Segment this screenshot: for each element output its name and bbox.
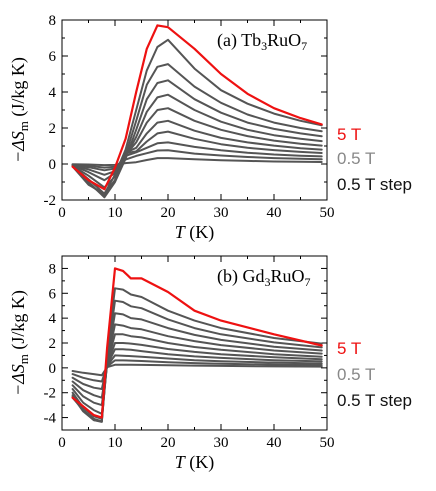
y-tick-label: 0 xyxy=(49,157,57,173)
series-line-11 xyxy=(71,24,323,191)
x-axis-label: T (K) xyxy=(175,452,215,473)
x-tick-label: 30 xyxy=(214,435,229,451)
legend-label: 0.5 T xyxy=(337,365,375,384)
panel-label-formula: RuO xyxy=(267,30,301,50)
legend-label: 0.5 T step xyxy=(337,391,412,410)
x-tick-label: 30 xyxy=(214,205,229,221)
series-line-3 xyxy=(71,354,323,390)
x-axis-label-main: T xyxy=(175,222,187,242)
series-line-9 xyxy=(71,63,323,197)
series-line-10 xyxy=(71,287,323,423)
y-axis-label-unit: (J/kg K) xyxy=(8,290,29,354)
series-line-1 xyxy=(71,157,323,167)
y-tick-label: -4 xyxy=(44,411,57,427)
y-tick-label: 0 xyxy=(49,361,57,377)
y-axis-label: −ΔSm (J/kg K) xyxy=(8,290,31,396)
panel-label-sub: 3 xyxy=(265,275,271,289)
y-tick-label: 2 xyxy=(49,336,57,352)
y-tick-label: 6 xyxy=(49,286,57,302)
chart-panel-b: 0 10 20 30 40 50 -4 -2 0 2 4 6 8 (b) Gd3RuO7 −ΔSm (J/k… xyxy=(8,255,412,473)
x-tick-label: 40 xyxy=(267,205,282,221)
x-tick-label: 0 xyxy=(58,435,66,451)
x-axis-label-unit: (K) xyxy=(185,222,215,243)
series-group xyxy=(71,267,323,423)
y-tick-label: 4 xyxy=(49,85,57,101)
series-line-5 xyxy=(71,342,323,407)
series-line-6 xyxy=(71,333,323,415)
series-line-5 xyxy=(71,119,323,182)
legend-label: 5 T xyxy=(337,339,361,358)
x-axis-label: T (K) xyxy=(175,222,215,243)
y-tick-label: 6 xyxy=(49,49,57,65)
series-line-8 xyxy=(71,312,323,423)
panel-label-sub: 7 xyxy=(301,39,307,53)
panel-label: (a) Tb3RuO7 xyxy=(217,30,307,53)
x-tick-label: 10 xyxy=(108,435,123,451)
x-axis-label-main: T xyxy=(175,452,187,472)
series-line-3 xyxy=(71,141,323,172)
series-group xyxy=(71,24,323,199)
y-tick-label: 4 xyxy=(49,311,57,327)
x-tick-label: 40 xyxy=(267,435,282,451)
x-tick-label: 20 xyxy=(161,435,176,451)
y-axis-label-main: −ΔS xyxy=(8,131,28,163)
y-tick-label: -2 xyxy=(44,386,57,402)
x-tick-label: 20 xyxy=(161,205,176,221)
series-line-2 xyxy=(71,359,323,383)
y-axis-label-unit: (J/kg K) xyxy=(8,57,29,121)
legend-label: 0.5 T xyxy=(337,149,375,168)
y-tick-label: 2 xyxy=(49,121,57,137)
legend-label: 5 T xyxy=(337,125,361,144)
x-tick-label: 10 xyxy=(108,205,123,221)
x-tick-label: 50 xyxy=(320,205,335,221)
y-tick-label: 8 xyxy=(49,13,57,29)
series-line-8 xyxy=(71,79,323,199)
y-axis-label-main: −ΔS xyxy=(8,364,28,396)
panel-label-formula: RuO xyxy=(271,266,305,286)
series-line-7 xyxy=(71,323,323,420)
x-axis-label-unit: (K) xyxy=(185,452,215,473)
panel-label: (b) Gd3RuO7 xyxy=(217,266,311,289)
series-line-10 xyxy=(71,38,323,195)
legend-label: 0.5 T step xyxy=(337,175,412,194)
series-line-4 xyxy=(71,348,323,399)
y-axis-label: −ΔSm (J/kg K) xyxy=(8,57,31,163)
series-line-2 xyxy=(71,149,323,169)
y-tick-label: -2 xyxy=(44,193,57,209)
series-line-11 xyxy=(71,267,323,419)
y-axis-label-sub: m xyxy=(16,354,31,364)
x-tick-label: 50 xyxy=(320,435,335,451)
series-line-1 xyxy=(71,363,323,377)
x-tick-label: 0 xyxy=(58,205,66,221)
panel-label-sub: 7 xyxy=(305,275,311,289)
y-axis-label-sub: m xyxy=(16,121,31,131)
y-tick-label: 8 xyxy=(49,261,57,277)
panel-label-sub: 3 xyxy=(261,39,267,53)
panel-label-text: (b) Gd xyxy=(217,266,265,287)
panel-label-text: (a) Tb xyxy=(217,30,261,51)
series-line-4 xyxy=(71,130,323,176)
